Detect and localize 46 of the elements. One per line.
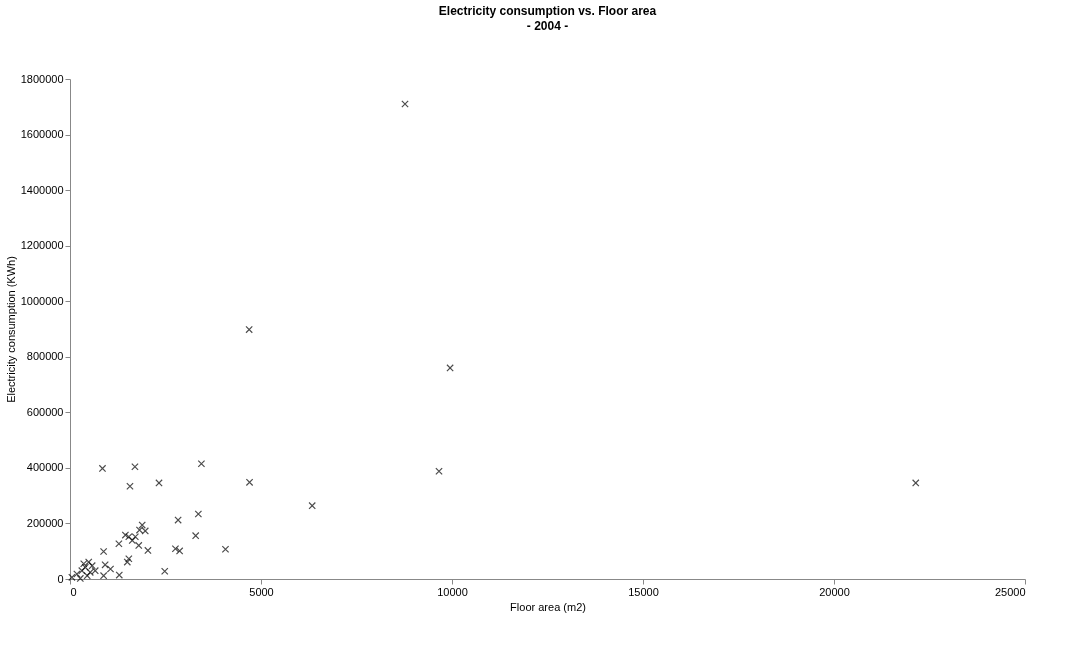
y-axis-title: Electricity consumption (KWh) bbox=[4, 256, 17, 403]
y-tick-label: 1000000 bbox=[20, 294, 64, 307]
point bbox=[115, 539, 123, 548]
point bbox=[155, 479, 163, 487]
x-tick-label: 5000 bbox=[249, 585, 274, 598]
point bbox=[123, 558, 132, 566]
point bbox=[194, 510, 203, 518]
x-tick-label: 20000 bbox=[819, 585, 850, 598]
chart-subtitle: - 2004 - bbox=[526, 19, 569, 33]
point bbox=[138, 521, 146, 529]
y-tick-label: 400000 bbox=[26, 461, 64, 474]
y-tick-label: 0 bbox=[57, 572, 64, 585]
y-tick-label: 600000 bbox=[26, 405, 64, 418]
y-tick-label: 1200000 bbox=[20, 239, 64, 252]
x-tick-label: 15000 bbox=[628, 585, 659, 598]
y-tick-label: 1800000 bbox=[20, 72, 64, 85]
point bbox=[106, 565, 115, 573]
x-tick-label: 10000 bbox=[437, 585, 468, 598]
point bbox=[308, 501, 316, 510]
point bbox=[115, 571, 124, 579]
y-tick-label: 1400000 bbox=[20, 183, 64, 196]
x-tick-label: 0 bbox=[70, 585, 77, 598]
point bbox=[171, 544, 180, 553]
y-tick-label: 800000 bbox=[26, 350, 64, 363]
point bbox=[125, 554, 133, 563]
point bbox=[135, 541, 143, 550]
y-tick-label: 200000 bbox=[26, 516, 64, 529]
y-tick-label: 1600000 bbox=[20, 128, 64, 141]
x-tick-label: 25000 bbox=[994, 585, 1026, 598]
point bbox=[221, 545, 230, 554]
point bbox=[144, 546, 152, 555]
point bbox=[911, 479, 920, 487]
point bbox=[245, 325, 253, 334]
point bbox=[99, 547, 108, 556]
point bbox=[126, 482, 134, 490]
x-axis-title: Floor area (m2) bbox=[510, 600, 586, 613]
chart-title: Electricity consumption vs. Floor area bbox=[438, 4, 657, 18]
point bbox=[73, 570, 81, 578]
point bbox=[128, 536, 137, 545]
point bbox=[131, 463, 139, 471]
point bbox=[435, 467, 443, 475]
point bbox=[245, 478, 254, 487]
point bbox=[98, 464, 107, 473]
point bbox=[99, 571, 108, 580]
point bbox=[175, 547, 184, 555]
point bbox=[197, 459, 206, 468]
